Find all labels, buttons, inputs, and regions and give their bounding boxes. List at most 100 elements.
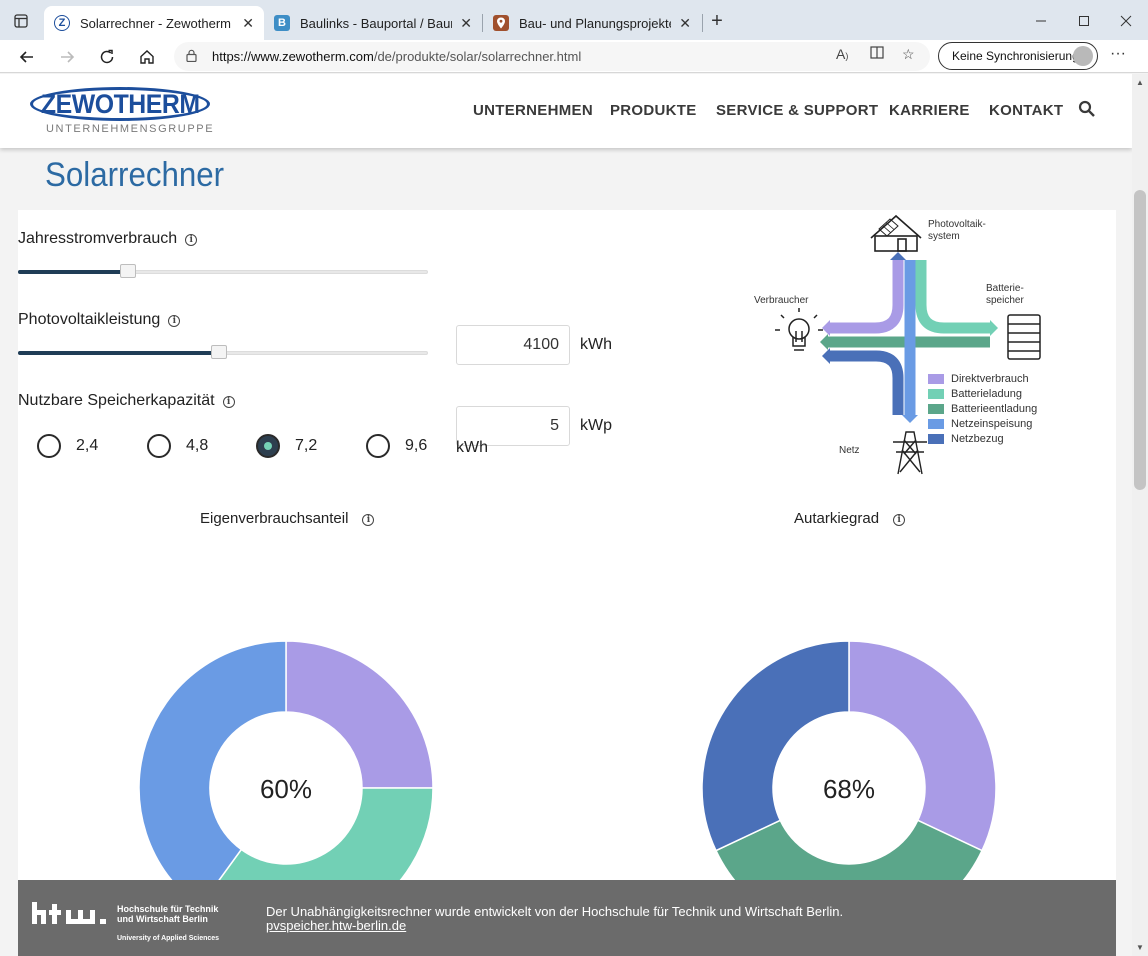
- energy-flow-diagram: [775, 214, 1041, 475]
- footer-link[interactable]: pvspeicher.htw-berlin.de: [266, 918, 407, 933]
- radio-button[interactable]: [147, 434, 171, 458]
- lock-icon[interactable]: [186, 49, 208, 65]
- radio-button[interactable]: [366, 434, 390, 458]
- radio-label: 2,4: [76, 437, 99, 454]
- menu-produkte[interactable]: PRODUKTE: [610, 102, 697, 119]
- scroll-up-icon[interactable]: ▲: [1136, 78, 1144, 87]
- pv-system-label: Photovoltaik- system: [928, 219, 986, 242]
- netzbezug-flow: [830, 350, 904, 415]
- legend-swatch: [928, 389, 944, 399]
- chart-title-eigenverbrauch: Eigenverbrauchsanteil i: [200, 510, 375, 527]
- slider-fill: [18, 270, 129, 274]
- battery-label: Batterie- speicher: [986, 283, 1024, 306]
- lightbulb-icon: [775, 308, 823, 351]
- legend-label: Direktverbrauch: [951, 373, 1029, 385]
- logo-word: ZEWOTHERM: [40, 88, 200, 119]
- footer: Hochschule für Technik und Wirtschaft Be…: [18, 880, 1116, 956]
- web-page: ZEWOTHERM UNTERNEHMENSGRUPPE UNTERNEHMEN…: [0, 74, 1132, 956]
- close-tab-icon[interactable]: ✕: [679, 14, 691, 31]
- donut-slice-direktverbrauch[interactable]: [285, 640, 434, 789]
- storage-option-7-2[interactable]: 7,2: [256, 434, 317, 458]
- storage-option-2-4[interactable]: 2,4: [37, 434, 98, 458]
- consumption-label-text: Jahresstromverbrauch: [18, 230, 178, 247]
- browser-navigation-bar: https://www.zewotherm.com/de/produkte/so…: [0, 40, 1148, 73]
- menu-kontakt[interactable]: KONTAKT: [989, 102, 1064, 119]
- radio-button[interactable]: [256, 434, 280, 458]
- info-icon[interactable]: i: [362, 514, 375, 526]
- page-scrollbar[interactable]: ▲ ▼: [1132, 74, 1148, 956]
- zewotherm-logo[interactable]: ZEWOTHERM UNTERNEHMENSGRUPPE: [30, 87, 213, 137]
- legend-label: Batterieladung: [951, 388, 1022, 400]
- tab-planungsprojekte[interactable]: Bau- und Planungsprojekte auf B ✕: [483, 6, 701, 40]
- close-window-icon[interactable]: [1113, 8, 1139, 34]
- scroll-down-icon[interactable]: ▼: [1136, 943, 1144, 952]
- arrow-head: [902, 415, 918, 423]
- site-header: ZEWOTHERM UNTERNEHMENSGRUPPE UNTERNEHMEN…: [0, 74, 1132, 148]
- legend-item: Batterieladung: [928, 388, 1022, 400]
- more-options-icon[interactable]: ···: [1110, 45, 1126, 62]
- radio-label: 7,2: [295, 437, 318, 454]
- info-icon[interactable]: i: [893, 514, 906, 526]
- logo-oval: ZEWOTHERM: [30, 87, 210, 121]
- donut-slice-netzeinspeisung[interactable]: [138, 640, 287, 908]
- pv-label: Photovoltaikleistung i: [18, 311, 181, 329]
- info-icon[interactable]: i: [168, 315, 181, 327]
- pv-label-text: Photovoltaikleistung: [18, 311, 161, 328]
- htw-subtitle: University of Applied Sciences: [117, 935, 220, 942]
- sync-label: Keine Synchronisierung: [952, 49, 1079, 63]
- sync-button[interactable]: Keine Synchronisierung: [938, 42, 1098, 70]
- consumption-slider[interactable]: [18, 264, 428, 280]
- slider-thumb[interactable]: [211, 345, 228, 359]
- tab-separator: [702, 14, 703, 32]
- slider-thumb[interactable]: [120, 264, 137, 278]
- radio-button[interactable]: [37, 434, 61, 458]
- consumption-unit: kWh: [580, 336, 612, 353]
- close-tab-icon[interactable]: ✕: [460, 14, 472, 31]
- menu-unternehmen[interactable]: UNTERNEHMEN: [473, 102, 593, 119]
- search-icon[interactable]: [1078, 100, 1096, 118]
- legend-item: Direktverbrauch: [928, 373, 1029, 385]
- pv-input[interactable]: [456, 406, 570, 446]
- immersive-reader-icon[interactable]: [870, 46, 886, 63]
- consumption-input[interactable]: [456, 325, 570, 365]
- arrow-head: [890, 252, 906, 260]
- battery-cabinet-icon: [1007, 314, 1041, 360]
- htw-name-line: und Wirtschaft Berlin: [117, 914, 208, 924]
- close-tab-icon[interactable]: ✕: [242, 14, 254, 31]
- grid-label: Netz: [839, 445, 860, 456]
- info-icon[interactable]: i: [185, 234, 198, 246]
- storage-option-4-8[interactable]: 4,8: [147, 434, 208, 458]
- htw-logo[interactable]: [30, 900, 110, 930]
- favorites-add-icon[interactable]: ☆: [902, 46, 915, 62]
- menu-service-support[interactable]: SERVICE & SUPPORT: [716, 102, 879, 119]
- legend-item: Netzeinspeisung: [928, 418, 1032, 430]
- forward-icon[interactable]: [54, 44, 80, 70]
- arrow-head: [820, 334, 828, 350]
- read-aloud-icon[interactable]: A): [836, 46, 849, 62]
- new-tab-icon[interactable]: +: [711, 9, 723, 32]
- storage-label: Nutzbare Speicherkapazität i: [18, 392, 235, 410]
- maximize-icon[interactable]: [1071, 8, 1097, 34]
- home-icon[interactable]: [134, 44, 160, 70]
- storage-option-9-6[interactable]: 9,6: [366, 434, 427, 458]
- back-icon[interactable]: [14, 44, 40, 70]
- menu-karriere[interactable]: KARRIERE: [889, 102, 970, 119]
- tab-title: Solarrechner - Zewotherm: [80, 15, 231, 31]
- house-pv-icon: [870, 214, 922, 252]
- address-bar[interactable]: https://www.zewotherm.com/de/produkte/so…: [174, 42, 930, 71]
- refresh-icon[interactable]: [94, 44, 120, 70]
- scroll-thumb[interactable]: [1134, 190, 1146, 490]
- tab-actions-icon[interactable]: [8, 8, 34, 34]
- calculator-card: Jahresstromverbrauch i kWh Photovoltaikle…: [18, 210, 1116, 936]
- pv-unit: kWp: [580, 417, 612, 434]
- direktverbrauch-flow: [830, 260, 904, 334]
- info-icon[interactable]: i: [222, 396, 235, 408]
- donut-slice-direktverbrauch[interactable]: [848, 640, 997, 852]
- pv-slider[interactable]: [18, 345, 428, 361]
- donut-slice-netzbezug[interactable]: [701, 640, 850, 852]
- slider-fill: [18, 351, 220, 355]
- tab-baulinks[interactable]: B Baulinks - Bauportal / Baumagaz ✕: [264, 6, 482, 40]
- tab-solarrechner[interactable]: Z Solarrechner - Zewotherm ✕: [44, 6, 264, 40]
- legend-item: Netzbezug: [928, 433, 1004, 445]
- minimize-icon[interactable]: [1028, 8, 1054, 34]
